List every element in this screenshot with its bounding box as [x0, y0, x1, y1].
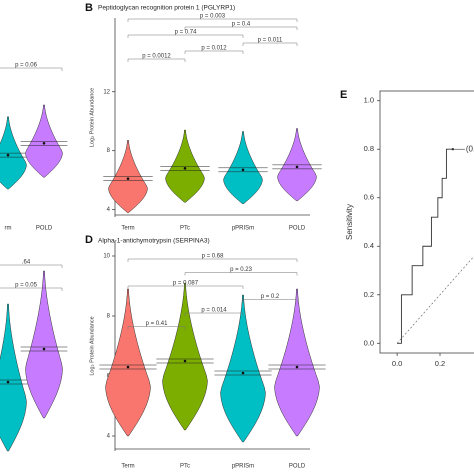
mean-dot	[183, 167, 187, 170]
violin	[0, 303, 27, 452]
p-value: p = 0.23	[230, 267, 253, 273]
threshold-label: (0.2	[466, 144, 474, 153]
panel-title: Alpha-1-antichymotrypsin (SERPINA3)	[98, 238, 210, 245]
y-tick-label: 8	[107, 148, 111, 154]
p-value: p = 0.05	[15, 283, 38, 289]
y-tick-label: 0.2	[364, 290, 374, 299]
mean-dot	[183, 359, 187, 363]
y-tick-label: 1.0	[364, 96, 374, 105]
mean-dot	[6, 153, 10, 157]
mean-dot	[241, 371, 245, 375]
y-tick-label: 0.6	[364, 193, 374, 202]
threshold-point	[451, 148, 455, 151]
bracket	[127, 34, 244, 38]
bracket	[0, 67, 63, 71]
p-value: p = 0.003	[200, 14, 226, 20]
mean-dot	[295, 165, 299, 169]
reference-line	[396, 255, 474, 344]
x-tick-label: pPRISm	[232, 464, 254, 470]
y-tick-label: 10	[103, 254, 110, 260]
mean-dot	[295, 365, 299, 369]
p-value: p = 0.74	[175, 30, 198, 36]
bracket	[127, 326, 186, 330]
y-axis-label: Log₂ Protein Abundance	[89, 88, 95, 147]
p-value: p = 0.012	[201, 46, 227, 52]
y-axis-label: Log₂ Protein Abundance	[89, 316, 95, 375]
mean-dot	[42, 347, 46, 351]
violin	[105, 288, 151, 437]
y-tick-label: 4	[107, 434, 111, 440]
p-value: .64	[22, 260, 31, 266]
bracket	[184, 26, 298, 30]
x-tick-label: Term	[121, 226, 134, 232]
bracket	[127, 285, 244, 289]
p-value: p = 0.4	[232, 22, 251, 28]
x-tick-label: Term	[121, 464, 134, 470]
panel-label: E	[340, 89, 347, 101]
p-value: p = 0.0012	[142, 54, 171, 60]
mean-dot	[126, 365, 130, 369]
x-tick-label: PTc	[180, 226, 190, 232]
p-value: p = 0.2	[261, 294, 280, 300]
p-value: p = 0.41	[146, 321, 169, 327]
panel-title: Peptidoglycan recognition protein 1 (PGL…	[98, 5, 235, 12]
bracket	[184, 272, 298, 276]
bracket	[127, 18, 298, 22]
roc-curve	[397, 148, 453, 344]
bracket	[242, 42, 298, 46]
x-tick-label: pPRISm	[232, 226, 254, 232]
mean-dot	[42, 141, 46, 145]
p-value: p = 0.011	[258, 38, 283, 44]
violin	[25, 270, 63, 419]
plot-frame	[379, 90, 474, 354]
p-value: p = 0.087	[173, 281, 199, 287]
mean-dot	[6, 380, 10, 384]
bracket	[242, 299, 298, 303]
mean-dot	[241, 168, 245, 172]
bracket	[127, 258, 298, 262]
bracket	[0, 287, 63, 291]
x-tick-label: POLD	[36, 226, 53, 232]
p-value: p = 0.68	[202, 254, 225, 260]
p-value: p = 0.014	[201, 308, 227, 314]
violin	[274, 288, 320, 437]
x-tick-label: POLD	[289, 464, 306, 470]
bracket	[184, 312, 244, 316]
y-axis-label: Sensitivity	[345, 204, 354, 240]
bracket	[127, 58, 186, 62]
violin	[220, 294, 266, 443]
y-tick-label: 12	[103, 89, 110, 95]
y-tick-label: 0.8	[364, 144, 374, 153]
y-tick-label: 4	[107, 207, 111, 213]
bracket	[0, 264, 63, 268]
y-tick-label: 0.4	[364, 241, 374, 250]
x-tick-label: rm	[5, 226, 12, 232]
panel-label: B	[85, 2, 93, 14]
violin	[162, 282, 208, 431]
y-tick-label: 0.0	[364, 338, 374, 347]
x-tick-label: POLD	[289, 226, 306, 232]
mean-dot	[126, 177, 130, 180]
x-tick-label: PTc	[180, 464, 190, 470]
panel-label: D	[85, 234, 93, 246]
x-tick-label: 0.0	[392, 359, 402, 368]
y-tick-label: 8	[107, 314, 111, 320]
x-tick-label: 0.2	[435, 359, 445, 368]
bracket	[184, 50, 244, 54]
p-value: p = 0.06	[15, 63, 38, 69]
